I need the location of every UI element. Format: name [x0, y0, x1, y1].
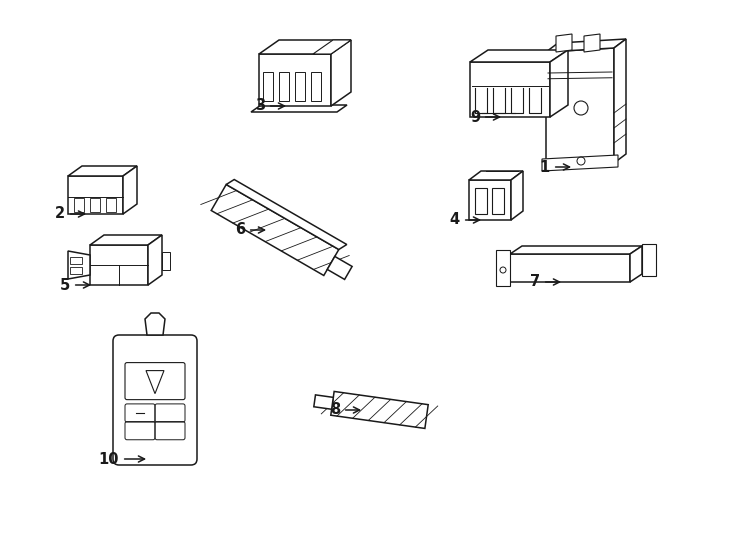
Polygon shape	[313, 40, 351, 54]
Bar	[279, 72, 289, 101]
Text: 7: 7	[530, 274, 559, 289]
Polygon shape	[510, 246, 642, 254]
Polygon shape	[314, 395, 333, 409]
Polygon shape	[90, 235, 162, 245]
Text: 10: 10	[98, 451, 145, 467]
Polygon shape	[226, 179, 346, 249]
Polygon shape	[630, 246, 642, 282]
Polygon shape	[542, 155, 618, 171]
Polygon shape	[259, 40, 351, 54]
Polygon shape	[546, 39, 626, 52]
Bar	[263, 72, 273, 101]
Polygon shape	[251, 105, 347, 112]
Polygon shape	[546, 48, 614, 167]
Polygon shape	[550, 50, 568, 117]
FancyBboxPatch shape	[113, 335, 197, 465]
Text: 5: 5	[59, 278, 90, 293]
Bar	[311, 72, 321, 101]
Polygon shape	[469, 171, 523, 180]
Bar	[496, 250, 510, 286]
Polygon shape	[584, 34, 600, 52]
Polygon shape	[211, 185, 339, 275]
Polygon shape	[470, 62, 550, 117]
Polygon shape	[259, 54, 331, 106]
Text: 2: 2	[55, 206, 84, 221]
Polygon shape	[331, 40, 351, 106]
Bar	[74, 198, 84, 212]
Bar	[70, 267, 82, 274]
Bar	[106, 198, 116, 212]
Polygon shape	[327, 256, 352, 279]
Polygon shape	[614, 39, 626, 163]
Text: 4: 4	[450, 213, 479, 227]
Bar	[475, 188, 487, 214]
Polygon shape	[469, 180, 511, 220]
Bar	[90, 198, 100, 212]
Polygon shape	[510, 254, 630, 282]
Polygon shape	[90, 245, 148, 285]
Text: 6: 6	[235, 222, 264, 238]
Polygon shape	[556, 34, 572, 52]
Polygon shape	[68, 176, 123, 214]
Bar	[70, 257, 82, 264]
Bar	[295, 72, 305, 101]
Polygon shape	[148, 235, 162, 285]
Bar	[492, 188, 504, 214]
Text: 8: 8	[330, 402, 360, 417]
Bar	[162, 252, 170, 270]
Polygon shape	[145, 313, 165, 335]
Polygon shape	[511, 171, 523, 220]
Text: 9: 9	[470, 110, 500, 125]
Polygon shape	[123, 166, 137, 214]
Bar	[642, 244, 656, 276]
Polygon shape	[470, 50, 568, 62]
Polygon shape	[331, 392, 428, 428]
Text: 1: 1	[539, 159, 570, 174]
Polygon shape	[68, 251, 90, 279]
Polygon shape	[68, 166, 137, 176]
Text: 3: 3	[255, 98, 285, 113]
